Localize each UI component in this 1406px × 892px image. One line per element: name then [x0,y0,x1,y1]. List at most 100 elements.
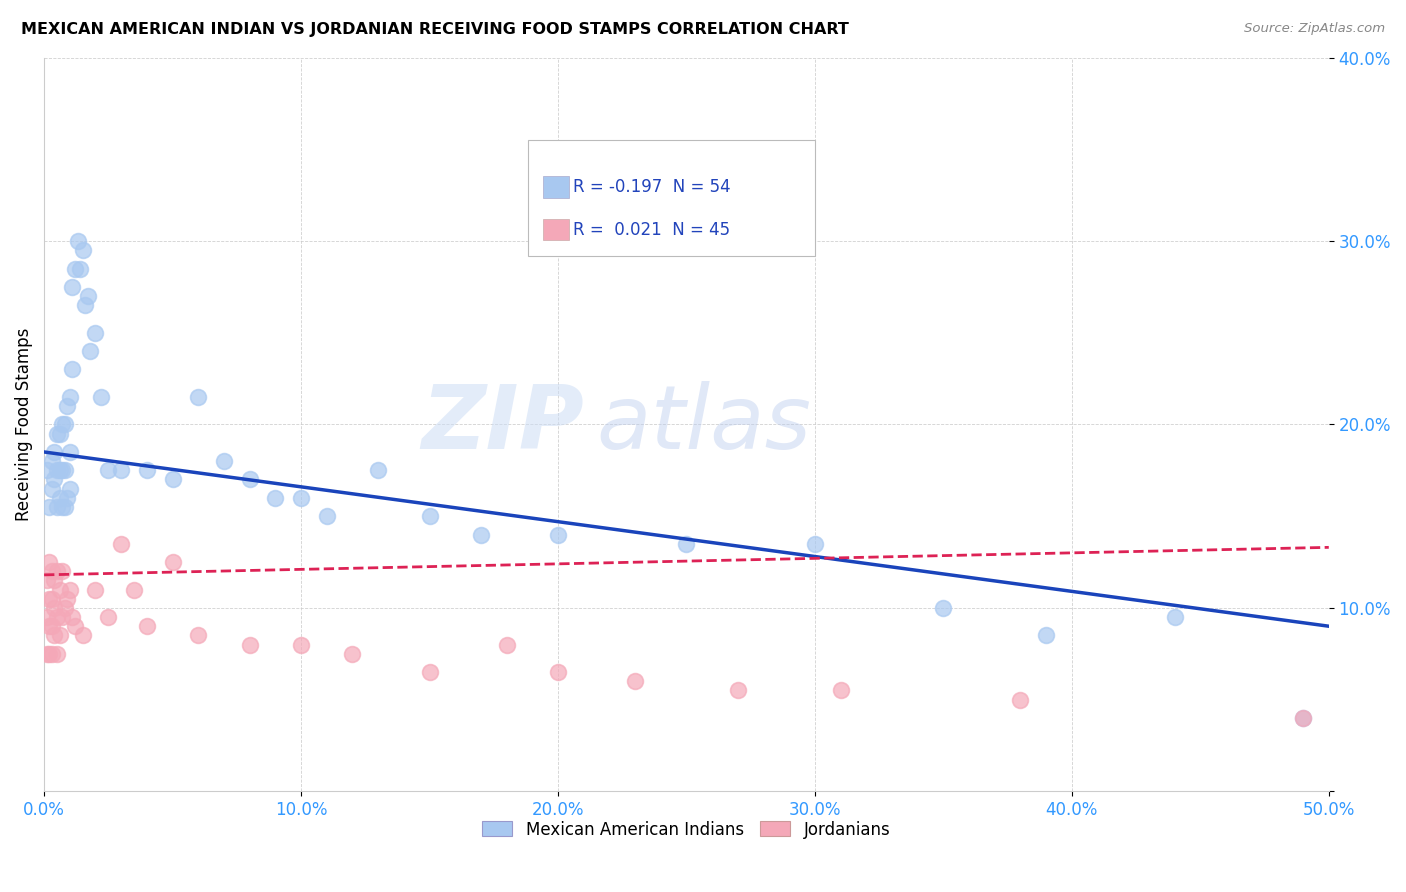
Point [41,564,63,578]
Point [59,445,82,459]
Point [35,610,58,624]
Point [46,610,69,624]
Point [38,647,60,661]
Point [51,564,73,578]
Point [53,463,76,477]
Point [59,390,82,404]
Point [315,509,337,524]
Point [1035,628,1057,642]
Point [56,491,79,505]
Point [342,647,364,661]
Point [187,628,209,642]
Point [60,362,83,376]
Text: R = -0.197  N = 54: R = -0.197 N = 54 [574,178,731,196]
Point [46,564,69,578]
Point [110,463,132,477]
Point [51,463,73,477]
Point [44,574,66,588]
Point [44,473,66,487]
Point [79,344,101,359]
Point [212,454,235,468]
Point [38,619,60,633]
Point [418,665,440,679]
Point [624,674,647,689]
Text: Source: ZipAtlas.com: Source: ZipAtlas.com [1244,22,1385,36]
Point [60,280,83,294]
Text: atlas: atlas [596,382,811,467]
Point [41,619,63,633]
Point [51,610,73,624]
Point [675,537,697,551]
Point [135,463,157,477]
Point [932,600,955,615]
Text: MEXICAN AMERICAN INDIAN VS JORDANIAN RECEIVING FOOD STAMPS CORRELATION CHART: MEXICAN AMERICAN INDIAN VS JORDANIAN REC… [21,22,849,37]
Point [60,610,83,624]
Point [239,473,262,487]
Point [44,628,66,642]
Point [547,527,569,541]
Point [35,647,58,661]
Point [48,463,70,477]
Point [1163,610,1185,624]
Point [69,261,91,276]
Point [48,582,70,597]
Point [830,683,852,698]
Point [727,683,749,698]
Point [135,619,157,633]
Point [162,555,184,569]
Point [547,665,569,679]
Point [76,289,98,303]
Point [59,482,82,496]
Point [418,509,440,524]
Point [41,591,63,606]
Point [264,491,287,505]
Point [46,500,69,514]
Point [59,582,82,597]
Point [63,619,86,633]
Point [162,473,184,487]
Point [51,417,73,432]
Point [53,417,76,432]
Point [35,463,58,477]
Point [48,491,70,505]
Point [51,500,73,514]
Point [53,500,76,514]
Point [75,298,97,312]
Point [46,647,69,661]
Point [804,537,827,551]
Y-axis label: Receiving Food Stamps: Receiving Food Stamps [15,327,32,521]
Point [48,426,70,441]
Point [90,390,112,404]
Legend: Mexican American Indians, Jordanians: Mexican American Indians, Jordanians [475,814,897,846]
Point [72,244,94,258]
Point [44,445,66,459]
Point [470,527,492,541]
Point [46,463,69,477]
Point [367,463,389,477]
Point [38,555,60,569]
Point [44,600,66,615]
Point [97,463,120,477]
Point [66,234,89,248]
Point [122,582,145,597]
Point [1292,711,1315,725]
Point [38,500,60,514]
Point [187,390,209,404]
Text: ZIP: ZIP [420,381,583,468]
Point [63,261,86,276]
Point [48,628,70,642]
Point [38,591,60,606]
Text: R =  0.021  N = 45: R = 0.021 N = 45 [574,221,731,239]
Point [290,638,312,652]
Point [56,591,79,606]
Point [41,482,63,496]
Point [41,454,63,468]
Point [41,647,63,661]
Point [1010,692,1032,706]
Point [239,638,262,652]
Point [35,574,58,588]
Point [97,610,120,624]
Point [1292,711,1315,725]
Point [110,537,132,551]
Point [72,628,94,642]
